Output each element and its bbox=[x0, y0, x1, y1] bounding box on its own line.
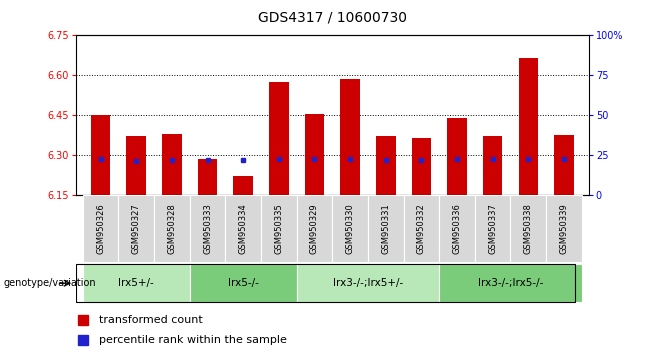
Bar bbox=[403, 195, 440, 262]
Text: GSM950326: GSM950326 bbox=[96, 203, 105, 254]
Text: transformed count: transformed count bbox=[99, 315, 203, 325]
Bar bbox=[546, 195, 582, 262]
Text: GSM950332: GSM950332 bbox=[417, 203, 426, 254]
Text: percentile rank within the sample: percentile rank within the sample bbox=[99, 335, 287, 345]
Bar bbox=[297, 195, 332, 262]
Text: GSM950329: GSM950329 bbox=[310, 203, 319, 254]
Bar bbox=[475, 195, 511, 262]
Bar bbox=[190, 195, 225, 262]
Text: genotype/variation: genotype/variation bbox=[3, 278, 96, 288]
Text: GSM950338: GSM950338 bbox=[524, 203, 533, 254]
Text: GSM950335: GSM950335 bbox=[274, 203, 284, 254]
Bar bbox=[198, 159, 217, 195]
Bar bbox=[483, 136, 503, 195]
Bar bbox=[225, 195, 261, 262]
Text: lrx5-/-: lrx5-/- bbox=[228, 278, 259, 288]
Text: GSM950336: GSM950336 bbox=[453, 203, 461, 254]
Bar bbox=[332, 195, 368, 262]
Text: lrx5+/-: lrx5+/- bbox=[118, 278, 154, 288]
Text: GSM950328: GSM950328 bbox=[167, 203, 176, 254]
Bar bbox=[91, 115, 111, 195]
Bar bbox=[305, 114, 324, 195]
Bar bbox=[412, 138, 431, 195]
Bar bbox=[340, 79, 360, 195]
Text: GSM950331: GSM950331 bbox=[381, 203, 390, 254]
Bar bbox=[447, 118, 467, 195]
Text: lrx3-/-;lrx5+/-: lrx3-/-;lrx5+/- bbox=[333, 278, 403, 288]
Text: GSM950333: GSM950333 bbox=[203, 203, 212, 254]
Bar bbox=[440, 195, 475, 262]
Text: GSM950330: GSM950330 bbox=[345, 203, 355, 254]
Bar bbox=[440, 264, 582, 302]
Bar bbox=[126, 136, 146, 195]
Bar bbox=[368, 195, 403, 262]
Text: GDS4317 / 10600730: GDS4317 / 10600730 bbox=[258, 11, 407, 25]
Bar bbox=[376, 136, 395, 195]
Bar bbox=[269, 82, 289, 195]
Bar bbox=[83, 264, 190, 302]
Bar bbox=[118, 195, 154, 262]
Bar bbox=[162, 134, 182, 195]
Text: lrx3-/-;lrx5-/-: lrx3-/-;lrx5-/- bbox=[478, 278, 544, 288]
Text: GSM950339: GSM950339 bbox=[559, 203, 569, 254]
Bar bbox=[511, 195, 546, 262]
Bar bbox=[297, 264, 440, 302]
Bar bbox=[190, 264, 297, 302]
Bar bbox=[234, 176, 253, 195]
Bar bbox=[261, 195, 297, 262]
Text: GSM950334: GSM950334 bbox=[239, 203, 247, 254]
Text: GSM950337: GSM950337 bbox=[488, 203, 497, 254]
Bar bbox=[554, 135, 574, 195]
Bar bbox=[519, 58, 538, 195]
Bar bbox=[83, 195, 118, 262]
Text: GSM950327: GSM950327 bbox=[132, 203, 141, 254]
Bar bbox=[154, 195, 190, 262]
